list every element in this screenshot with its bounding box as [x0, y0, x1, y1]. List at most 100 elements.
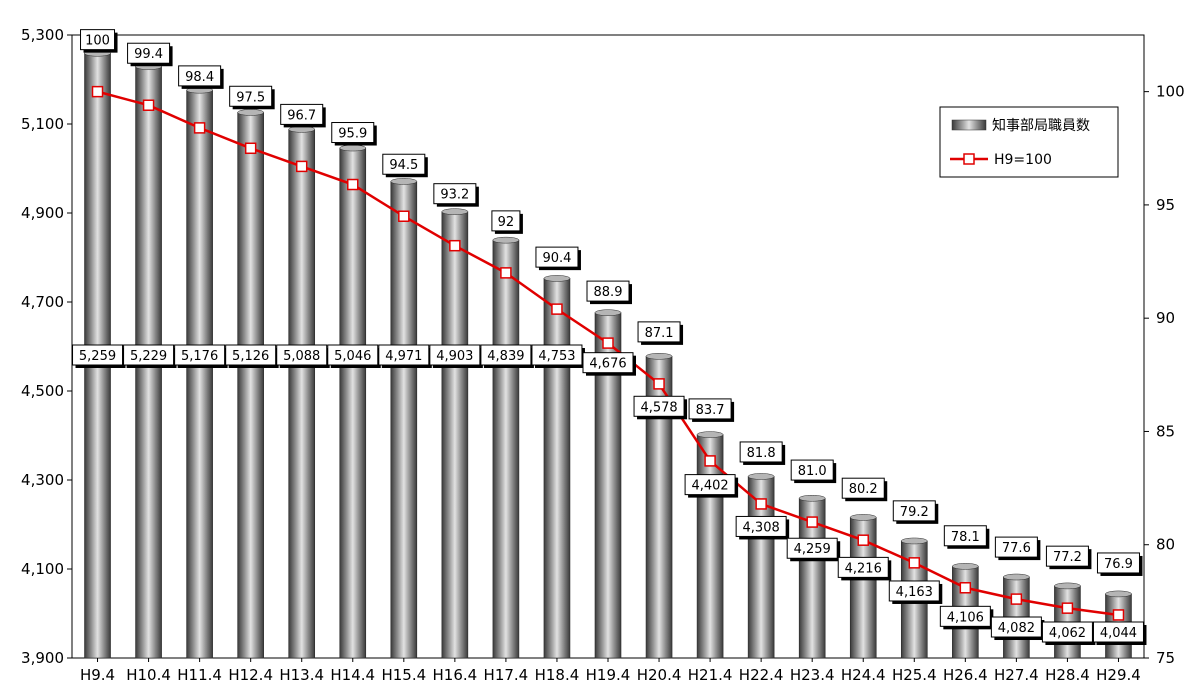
x-axis-tick-label: H15.4 [381, 666, 426, 684]
line-point [602, 337, 614, 349]
bar-value-label-box [786, 537, 838, 559]
bar-value-label-box [225, 344, 277, 366]
bar-value-label: 5,259 [79, 349, 116, 364]
bar-value-label-box [684, 474, 736, 496]
line-value-label-box [739, 441, 783, 463]
line-value-label: 77.6 [1002, 541, 1031, 556]
bar-value-label-box [633, 395, 685, 417]
line-value-label-box [331, 122, 375, 144]
line-value-label: 81.8 [747, 446, 776, 461]
bar-value-label-box [582, 352, 634, 374]
bar-top [594, 309, 622, 316]
bar-value-label: 4,062 [1049, 626, 1086, 641]
legend-line-marker [963, 153, 975, 165]
bar-value-label: 4,839 [487, 349, 524, 364]
x-axis-tick-label: H16.4 [433, 666, 478, 684]
line-value-label-box [994, 536, 1038, 558]
line-value-label-box [229, 85, 273, 107]
bar-value-label: 4,308 [743, 520, 780, 535]
line-value-label-box [80, 29, 116, 51]
line-value-label: 98.4 [185, 70, 214, 85]
bar-value-label: 4,676 [589, 357, 626, 372]
line-series [91, 85, 1125, 621]
bar-value-label-box [327, 344, 379, 366]
x-axis-tick-label: H27.4 [994, 666, 1039, 684]
left-axis-tick-label: 4,100 [21, 560, 64, 578]
bar [492, 239, 520, 659]
bar-top [645, 353, 673, 360]
line-value-label-box [943, 525, 987, 547]
line-point [1010, 593, 1023, 605]
line-value-label: 100 [85, 34, 110, 49]
line-value-label-box [790, 459, 834, 481]
right-axis-tick-label: 90 [1156, 309, 1175, 327]
line-point [449, 239, 461, 252]
line-value-label-box [688, 398, 732, 420]
legend-line-label: H9=100 [994, 152, 1052, 168]
line-value-label-box [382, 153, 426, 175]
line-point [755, 498, 767, 510]
bar-value-label: 4,578 [640, 400, 677, 415]
left-axis-tick-label: 4,300 [21, 471, 64, 489]
bar-value-label-box [531, 344, 583, 366]
bar-value-label-box [735, 515, 787, 537]
line-value-label-box [841, 477, 885, 499]
bar [237, 112, 264, 659]
bar-value-label: 4,971 [385, 349, 422, 364]
left-axis-tick-label: 5,100 [21, 115, 64, 133]
line-value-label-box [586, 280, 630, 302]
bar-value-label-box [480, 344, 532, 366]
line-point [193, 122, 206, 134]
left-axis-tick-label: 4,700 [21, 293, 64, 311]
left-axis-tick-label: 4,900 [21, 204, 64, 222]
right-axis-tick-label: 80 [1156, 536, 1175, 554]
line-value-label-box [1045, 545, 1089, 567]
bar-top [952, 563, 979, 570]
bar-value-label: 5,229 [130, 349, 167, 364]
left-axis-tick-label: 5,300 [21, 26, 64, 44]
line-value-label: 90.4 [542, 251, 571, 266]
x-axis-tick-label: H24.4 [841, 666, 886, 684]
bar [288, 129, 316, 659]
bar-value-label: 4,753 [538, 349, 575, 364]
right-axis: 75 80 85 90 95 100 [1144, 83, 1185, 667]
line-value-label-box [127, 42, 171, 64]
bar-data-labels: 5,259 5,229 5,176 5,126 5,088 5,046 4,971 4,903… [72, 344, 1147, 645]
line-value-label-box [637, 321, 681, 343]
right-axis-tick-label: 75 [1156, 649, 1175, 667]
line-value-label-box [280, 103, 324, 125]
line-point [1112, 609, 1125, 621]
line-point [295, 160, 308, 173]
line-point [91, 85, 104, 98]
left-axis-tick-label: 4,500 [21, 382, 64, 400]
line-point [959, 582, 972, 594]
bar [339, 147, 367, 659]
line-value-label: 88.9 [594, 285, 623, 300]
bar-value-label-box [939, 605, 991, 627]
x-axis-tick-label: H26.4 [943, 666, 988, 684]
line-value-label: 97.5 [236, 90, 265, 105]
x-axis-tick-label: H29.4 [1096, 666, 1141, 684]
line-value-label: 92 [498, 215, 515, 230]
bar-value-label: 5,126 [232, 349, 269, 364]
bar [390, 181, 418, 659]
bar-value-label-box [276, 344, 328, 366]
right-axis-tick-label: 85 [1156, 422, 1175, 440]
line-point [142, 99, 155, 111]
x-axis-tick-label: H25.4 [892, 666, 937, 684]
bar-value-label-box [1041, 621, 1093, 643]
bar-value-label: 4,259 [794, 542, 831, 557]
line-value-label: 99.4 [134, 47, 163, 62]
line-point [704, 455, 716, 467]
line-point [551, 303, 563, 315]
line-point [347, 178, 359, 191]
bar-value-label: 4,163 [896, 585, 933, 600]
x-axis-tick-label: H9.4 [80, 666, 115, 684]
line-value-label-box [178, 65, 222, 87]
line-value-label: 77.2 [1053, 550, 1082, 565]
line-value-label: 79.2 [900, 505, 929, 520]
bar-value-label: 5,176 [181, 349, 218, 364]
bar-top [696, 431, 724, 438]
x-axis-tick-label: H10.4 [126, 666, 171, 684]
bar-top [1054, 582, 1081, 590]
